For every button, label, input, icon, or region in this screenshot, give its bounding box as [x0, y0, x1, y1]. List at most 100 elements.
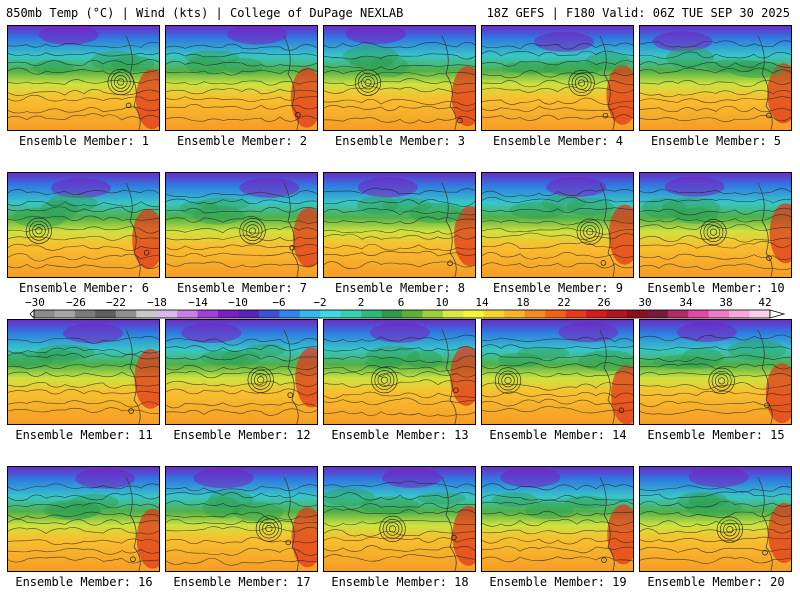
colorbar-tick-label: 18 [516, 296, 529, 309]
colorbar-swatch [729, 310, 750, 318]
ensemble-map-20 [639, 466, 792, 572]
colorbar-swatch [626, 310, 648, 318]
colorbar-tick-label: 10 [435, 296, 448, 309]
colorbar-left-arrow [29, 309, 35, 319]
ensemble-member-label: Ensemble Member: 8 [334, 281, 466, 295]
colorbar-swatch [402, 310, 423, 318]
colorbar-swatch [299, 310, 321, 318]
colorbar-swatch [218, 310, 239, 318]
colorbar-swatch [258, 310, 280, 318]
warm-anomaly-region [134, 348, 159, 409]
colorbar-swatch [586, 310, 607, 318]
ensemble-member-label: Ensemble Member: 20 [647, 575, 785, 589]
ensemble-member-label: Ensemble Member: 10 [647, 281, 785, 295]
colorbar-swatch [688, 310, 709, 318]
colorbar-swatch [54, 310, 76, 318]
warm-anomaly-region [765, 363, 791, 424]
colorbar-tick-label: 38 [719, 296, 732, 309]
ensemble-member-label: Ensemble Member: 2 [176, 134, 308, 148]
ensemble-member-label: Ensemble Member: 14 [489, 428, 627, 442]
colorbar-swatch [381, 310, 403, 318]
colorbar-swatch [667, 310, 689, 318]
colorbar-swatch [156, 310, 178, 318]
ensemble-map-16 [7, 466, 160, 572]
ensemble-map-17 [165, 466, 318, 572]
ensemble-map-10 [639, 172, 792, 278]
warm-anomaly-region [769, 203, 791, 264]
colorbar-swatch [749, 310, 771, 318]
colorbar-swatch [361, 310, 382, 318]
colorbar-tick-label: −22 [106, 296, 126, 309]
colorbar-swatch [708, 310, 730, 318]
colorbar-swatch [340, 310, 362, 318]
colorbar-swatch [483, 310, 505, 318]
ensemble-map-4 [481, 25, 634, 131]
ensemble-member-label: Ensemble Member: 1 [18, 134, 150, 148]
colorbar-swatch [463, 310, 485, 318]
ensemble-member-label: Ensemble Member: 12 [173, 428, 311, 442]
ensemble-member-label: Ensemble Member: 3 [334, 134, 466, 148]
ensemble-map-1 [7, 25, 160, 131]
colorbar-swatch [524, 310, 546, 318]
colorbar-swatch [115, 310, 137, 318]
ensemble-map-12 [165, 319, 318, 425]
colorbar-tick-label: 14 [475, 296, 489, 309]
ensemble-map-14 [481, 319, 634, 425]
colorbar-tick-label: 2 [358, 296, 365, 309]
colorbar-tick-label: −18 [147, 296, 167, 309]
ensemble-map-19 [481, 466, 634, 572]
ensemble-member-label: Ensemble Member: 5 [650, 134, 782, 148]
colorbar-tick-label: 34 [679, 296, 693, 309]
colorbar-swatch [74, 310, 96, 318]
ensemble-member-label: Ensemble Member: 7 [176, 281, 308, 295]
colorbar-tick-label: −10 [228, 296, 248, 309]
colorbar-tick-label: −26 [66, 296, 86, 309]
colorbar-tick-label: −14 [188, 296, 208, 309]
ensemble-map-18 [323, 466, 476, 572]
ensemble-map-11 [7, 319, 160, 425]
ensemble-member-label: Ensemble Member: 4 [492, 134, 624, 148]
colorbar-tick-label: −30 [25, 296, 45, 309]
warm-anomaly-region [135, 69, 159, 130]
warm-anomaly-region [136, 508, 159, 569]
temperature-colorbar: −30 −26 −22 −18 −14 −10 −6 −2 2 6 10 14 18 22 26 30 34 38… [25, 296, 786, 319]
ensemble-member-label: Ensemble Member: 6 [18, 281, 150, 295]
colorbar-tick-label: −6 [272, 296, 285, 309]
colorbar-swatch [34, 310, 55, 318]
colorbar-swatch [545, 310, 566, 318]
colorbar-tick-label: 30 [638, 296, 651, 309]
colorbar-right-arrow [769, 309, 786, 319]
colorbar-swatch [647, 310, 669, 318]
ensemble-member-label: Ensemble Member: 19 [489, 575, 627, 589]
warm-anomaly-region [295, 347, 317, 408]
warm-anomaly-region [767, 63, 791, 124]
ensemble-map-2 [165, 25, 318, 131]
warm-anomaly-region [132, 208, 159, 269]
ensemble-map-15 [639, 319, 792, 425]
ensemble-member-label: Ensemble Member: 16 [15, 575, 153, 589]
colorbar-swatch [136, 310, 157, 318]
warm-anomaly-region [452, 505, 475, 566]
ensemble-map-5 [639, 25, 792, 131]
colorbar-tick-label: 22 [557, 296, 570, 309]
ensemble-map-6 [7, 172, 160, 278]
ensemble-member-label: Ensemble Member: 13 [331, 428, 469, 442]
colorbar-tick-label: −2 [313, 296, 326, 309]
ensemble-map-7 [165, 172, 318, 278]
colorbar-swatch [197, 310, 219, 318]
warm-anomaly-region [451, 66, 475, 127]
colorbar-tick-label: 42 [758, 296, 771, 309]
colorbar-swatch [95, 310, 117, 318]
colorbar-swatch [565, 310, 587, 318]
warm-anomaly-region [610, 364, 633, 424]
ensemble-member-label: Ensemble Member: 11 [15, 428, 153, 442]
ensemble-map-9 [481, 172, 634, 278]
colorbar-swatch [606, 310, 628, 318]
colorbar-swatch [279, 310, 301, 318]
header-title: 850mb Temp (°C) | Wind (kts) | College o… [6, 6, 404, 20]
header-run-info: 18Z GEFS | F180 Valid: 06Z TUE SEP 30 20… [486, 6, 790, 20]
colorbar-swatch [504, 310, 525, 318]
ensemble-member-label: Ensemble Member: 17 [173, 575, 311, 589]
ensemble-member-label: Ensemble Member: 15 [647, 428, 785, 442]
colorbar-swatch [442, 310, 464, 318]
